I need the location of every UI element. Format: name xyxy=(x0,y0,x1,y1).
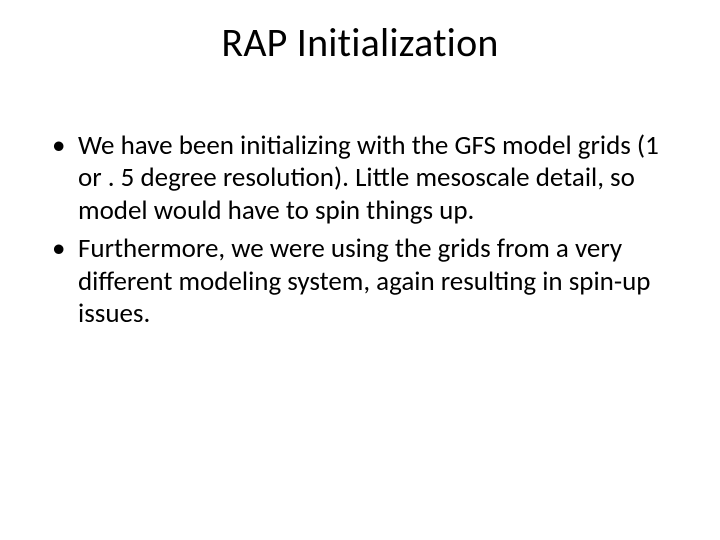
slide-title: RAP Initialization xyxy=(0,18,720,67)
slide: RAP Initialization We have been initiali… xyxy=(0,0,720,540)
bullet-list: We have been initializing with the GFS m… xyxy=(52,130,668,330)
slide-body: We have been initializing with the GFS m… xyxy=(52,130,668,336)
bullet-item: Furthermore, we were using the grids fro… xyxy=(52,233,668,330)
bullet-item: We have been initializing with the GFS m… xyxy=(52,130,668,227)
